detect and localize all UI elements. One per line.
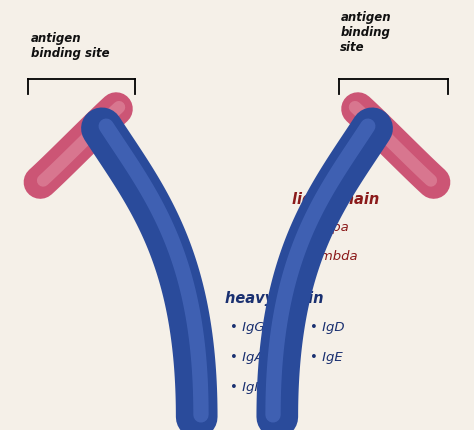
Text: • kappa: • kappa bbox=[296, 220, 349, 233]
Text: • IgG: • IgG bbox=[230, 320, 264, 333]
Text: • IgM: • IgM bbox=[230, 381, 265, 393]
Text: • IgD: • IgD bbox=[310, 320, 345, 333]
Text: antigen
binding
site: antigen binding site bbox=[340, 11, 391, 54]
Text: • IgA: • IgA bbox=[230, 350, 264, 363]
Text: • lambda: • lambda bbox=[296, 249, 358, 262]
Text: light chain: light chain bbox=[292, 191, 379, 206]
Text: • IgE: • IgE bbox=[310, 350, 343, 363]
Text: heavy chain: heavy chain bbox=[225, 290, 324, 305]
Text: antigen
binding site: antigen binding site bbox=[31, 32, 109, 60]
